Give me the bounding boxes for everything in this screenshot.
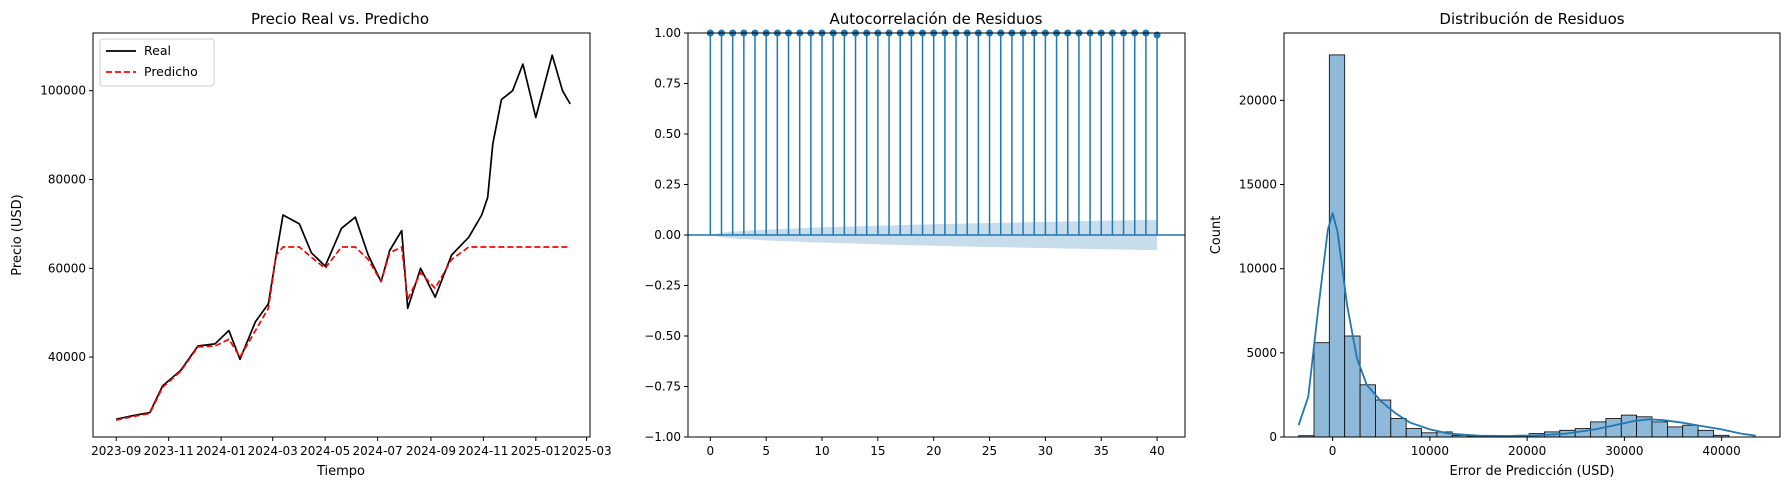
acf-plot-area bbox=[688, 29, 1185, 251]
histogram-y-tick-label: 0 bbox=[1269, 430, 1277, 444]
histogram-bar bbox=[1405, 428, 1422, 438]
price-legend: Real Predicho bbox=[99, 38, 215, 87]
legend-real-label: Real bbox=[144, 43, 171, 58]
legend-predicted-label: Predicho bbox=[144, 64, 198, 79]
acf-x-tick-label: 35 bbox=[1094, 444, 1109, 458]
acf-x-tick-label: 0 bbox=[707, 444, 715, 458]
price-y-axis-label: Precio (USD) bbox=[10, 194, 25, 275]
price-y-tick-label: 100000 bbox=[40, 84, 86, 98]
acf-y-tick-label: −0.50 bbox=[644, 329, 681, 343]
kde-curve bbox=[1297, 212, 1756, 437]
price-plot-area bbox=[116, 54, 571, 421]
price-x-tick-label: 2024-01 bbox=[196, 444, 246, 458]
acf-y-tick-label: 0.50 bbox=[654, 127, 681, 141]
price-x-tick-label: 2025-01 bbox=[511, 444, 561, 458]
histogram-y-tick-label: 20000 bbox=[1239, 93, 1277, 107]
price-x-tick-label: 2024-09 bbox=[406, 444, 456, 458]
histogram-bar bbox=[1651, 421, 1668, 438]
acf-y-ticks: −1.00 −0.75 −0.50 −0.25 0.00 0.25 0.50 0.75 1.00 bbox=[644, 26, 688, 444]
price-x-tick-label: 2024-11 bbox=[458, 444, 508, 458]
real-price-line bbox=[116, 54, 571, 421]
histogram-y-tick-label: 5000 bbox=[1246, 346, 1277, 360]
price-x-tick-label: 2023-11 bbox=[144, 444, 194, 458]
acf-y-tick-label: 0.75 bbox=[654, 77, 681, 91]
histogram-bar bbox=[1697, 429, 1714, 438]
histogram-x-ticks: 0 10000 20000 30000 40000 bbox=[1329, 437, 1741, 458]
histogram-x-tick-label: 40000 bbox=[1703, 444, 1741, 458]
acf-chart: Autocorrelación de Residuos 0 5 10 15 20 25 30… bbox=[644, 10, 1186, 458]
histogram-y-axis-label: Count bbox=[1209, 216, 1224, 255]
price-x-tick-label: 2025-03 bbox=[561, 444, 611, 458]
acf-y-tick-label: −1.00 bbox=[644, 430, 681, 444]
price-chart: Precio Real vs. Predicho 2023-09 2023-11 2… bbox=[10, 10, 612, 479]
price-x-tick-label: 2024-05 bbox=[300, 444, 350, 458]
histogram-bar bbox=[1620, 414, 1638, 438]
acf-x-ticks: 0 5 10 15 20 25 30 35 40 bbox=[707, 437, 1165, 458]
price-y-ticks: 40000 60000 80000 100000 bbox=[40, 84, 93, 364]
price-x-ticks: 2023-09 2023-11 2024-01 2024-03 2024-05 2024-… bbox=[91, 437, 612, 458]
histogram-bar bbox=[1344, 335, 1361, 438]
histogram-x-tick-label: 30000 bbox=[1605, 444, 1643, 458]
price-x-tick-label: 2024-07 bbox=[353, 444, 403, 458]
acf-x-tick-label: 5 bbox=[762, 444, 770, 458]
histogram-x-tick-label: 0 bbox=[1329, 444, 1337, 458]
price-y-tick-label: 80000 bbox=[48, 173, 86, 187]
price-y-tick-label: 60000 bbox=[48, 261, 86, 275]
price-series-group bbox=[116, 54, 571, 421]
acf-y-tick-label: −0.25 bbox=[644, 279, 681, 293]
histogram-y-tick-label: 15000 bbox=[1239, 178, 1277, 192]
acf-y-tick-label: −0.75 bbox=[644, 380, 681, 394]
price-x-tick-label: 2023-09 bbox=[91, 444, 141, 458]
price-axes-frame bbox=[92, 32, 591, 438]
histogram-title: Distribución de Residuos bbox=[1439, 10, 1624, 28]
acf-chart-title: Autocorrelación de Residuos bbox=[830, 10, 1043, 28]
price-chart-title: Precio Real vs. Predicho bbox=[251, 10, 429, 28]
histogram-bar bbox=[1421, 432, 1438, 438]
histogram-axes-frame bbox=[1283, 32, 1781, 438]
price-x-tick-label: 2024-03 bbox=[248, 444, 298, 458]
histogram-bar bbox=[1390, 418, 1407, 438]
histogram-bar bbox=[1605, 418, 1622, 438]
acf-x-tick-label: 40 bbox=[1149, 444, 1164, 458]
acf-y-tick-label: 0.25 bbox=[654, 178, 681, 192]
histogram-y-ticks: 0 5000 10000 15000 20000 bbox=[1239, 93, 1284, 444]
acf-x-tick-label: 10 bbox=[814, 444, 829, 458]
histogram-bar bbox=[1313, 342, 1330, 438]
acf-x-tick-label: 25 bbox=[982, 444, 997, 458]
histogram-bar bbox=[1375, 399, 1392, 438]
residuals-histogram: Distribución de Residuos 0 10000 20000 3000… bbox=[1209, 10, 1781, 479]
acf-x-tick-label: 20 bbox=[926, 444, 941, 458]
acf-y-tick-label: 0.00 bbox=[654, 228, 681, 242]
histogram-bar bbox=[1682, 424, 1699, 438]
price-y-tick-label: 40000 bbox=[48, 350, 86, 364]
histogram-y-tick-label: 10000 bbox=[1239, 262, 1277, 276]
acf-y-tick-label: 1.00 bbox=[654, 26, 681, 40]
predicted-price-line bbox=[116, 246, 571, 421]
histogram-x-axis-label: Error de Predicción (USD) bbox=[1450, 464, 1615, 479]
price-x-axis-label: Tiempo bbox=[316, 464, 365, 479]
histogram-bar bbox=[1667, 426, 1684, 438]
histogram-x-tick-label: 10000 bbox=[1411, 444, 1449, 458]
acf-x-tick-label: 30 bbox=[1038, 444, 1053, 458]
acf-x-tick-label: 15 bbox=[870, 444, 885, 458]
histogram-x-tick-label: 20000 bbox=[1508, 444, 1546, 458]
histogram-bar bbox=[1328, 54, 1346, 438]
